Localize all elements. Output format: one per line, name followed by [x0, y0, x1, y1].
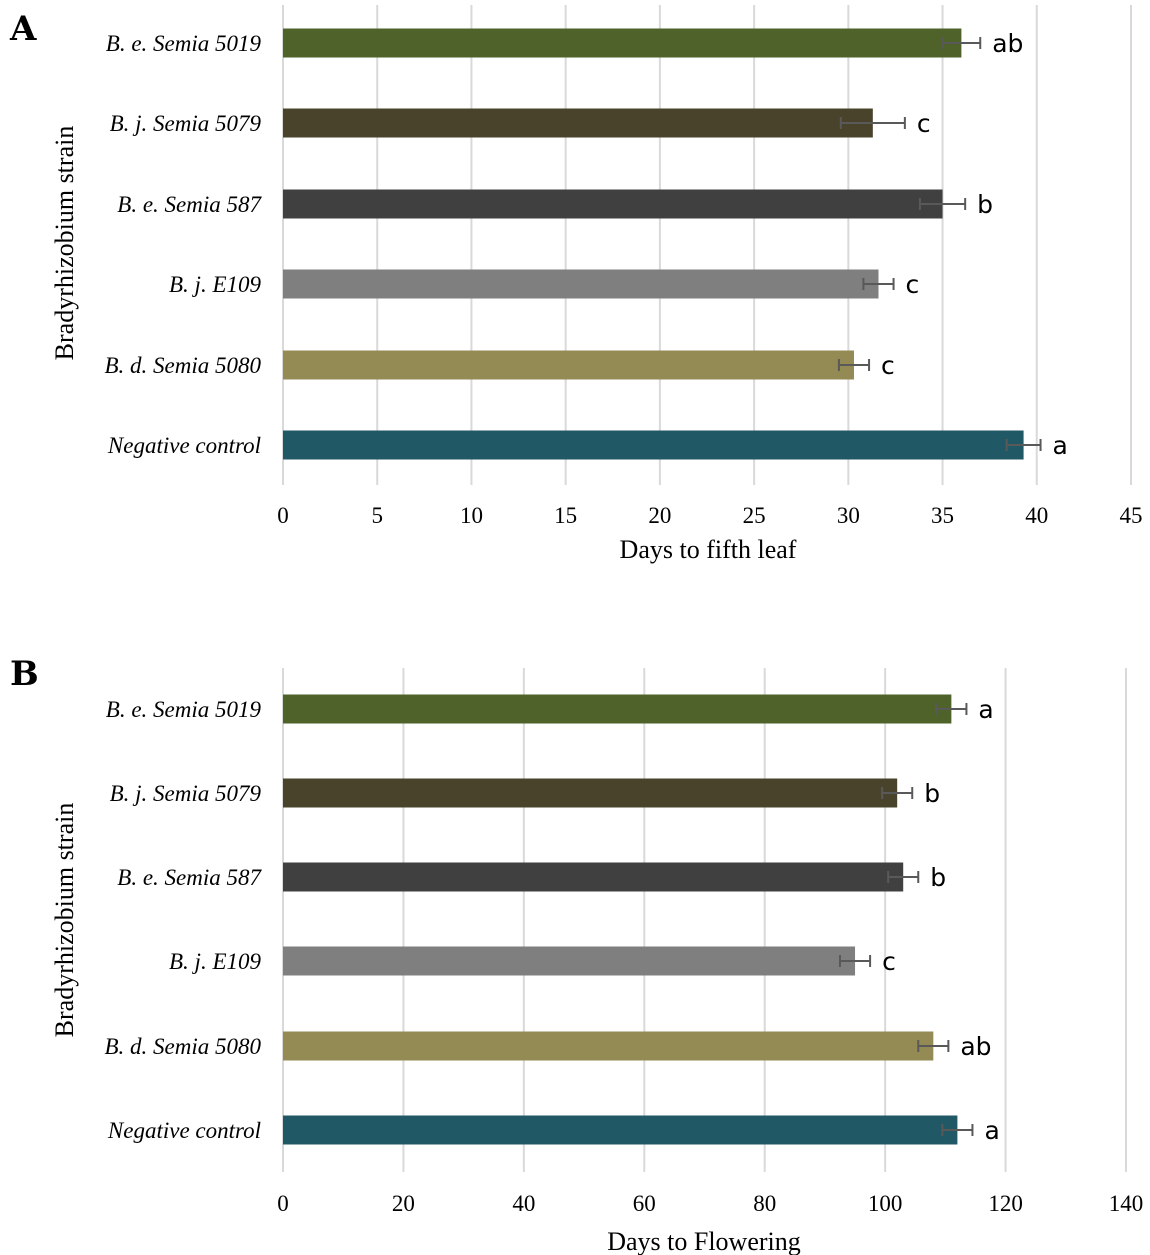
panel-a-y-axis-title: Bradyrhizobium strain [50, 126, 79, 361]
x-tick-label: 120 [988, 1191, 1023, 1216]
significance-label: ab [960, 1032, 991, 1061]
category-label: B. d. Semia 5080 [104, 1034, 261, 1059]
x-tick-label: 140 [1109, 1191, 1144, 1216]
panel-a-x-axis-title: Days to fifth leaf [620, 535, 797, 564]
category-label: Negative control [107, 1118, 261, 1143]
bar [283, 108, 873, 138]
bar [283, 350, 854, 380]
bar [283, 430, 1024, 460]
category-label: B. j. Semia 5079 [110, 111, 262, 136]
x-tick-label: 40 [1025, 503, 1048, 528]
x-tick-label: 10 [460, 503, 483, 528]
panel-b-x-axis-title: Days to Flowering [607, 1227, 801, 1255]
panel-a-letter: A [9, 9, 37, 49]
x-tick-label: 30 [837, 503, 860, 528]
x-tick-label: 100 [868, 1191, 903, 1216]
bar [283, 778, 898, 808]
panel-b-letter: B [10, 654, 39, 694]
panel-b-y-axis-title: Bradyrhizobium strain [50, 803, 79, 1038]
x-tick-label: 5 [371, 503, 383, 528]
x-tick-label: 35 [931, 503, 954, 528]
category-label: B. j. Semia 5079 [110, 781, 262, 806]
significance-label: c [906, 270, 920, 299]
significance-label: c [917, 109, 931, 138]
category-label: B. e. Semia 587 [117, 192, 262, 217]
significance-label: a [984, 1116, 999, 1145]
bar [283, 862, 904, 892]
category-label: Negative control [107, 433, 261, 458]
significance-label: a [1053, 431, 1068, 460]
significance-label: a [978, 695, 993, 724]
significance-label: b [977, 190, 993, 219]
bar [283, 28, 962, 58]
x-tick-label: 20 [648, 503, 671, 528]
bar [283, 694, 952, 724]
x-tick-label: 60 [633, 1191, 656, 1216]
x-tick-label: 0 [277, 503, 289, 528]
significance-label: b [924, 779, 940, 808]
significance-label: c [881, 351, 895, 380]
panel-a: A Bradyrhizobium strain Days to fifth le… [9, 5, 1143, 564]
significance-label: b [930, 863, 946, 892]
x-tick-label: 25 [743, 503, 766, 528]
category-label: B. e. Semia 5019 [106, 31, 262, 56]
category-label: B. j. E109 [169, 272, 261, 297]
x-tick-label: 80 [753, 1191, 776, 1216]
category-label: B. d. Semia 5080 [104, 353, 261, 378]
significance-label: c [882, 947, 896, 976]
bar [283, 1115, 958, 1145]
x-tick-label: 20 [392, 1191, 415, 1216]
category-label: B. e. Semia 5019 [106, 697, 262, 722]
panel-b: B Bradyrhizobium strain Days to Flowerin… [10, 654, 1143, 1255]
significance-label: ab [992, 29, 1023, 58]
category-label: B. j. E109 [169, 949, 261, 974]
x-tick-label: 0 [277, 1191, 289, 1216]
bar [283, 1031, 934, 1061]
x-tick-label: 45 [1120, 503, 1143, 528]
category-label: B. e. Semia 587 [117, 865, 262, 890]
bar [283, 946, 856, 976]
x-tick-label: 40 [512, 1191, 535, 1216]
x-tick-label: 15 [554, 503, 577, 528]
bar [283, 189, 943, 219]
bar [283, 269, 879, 299]
